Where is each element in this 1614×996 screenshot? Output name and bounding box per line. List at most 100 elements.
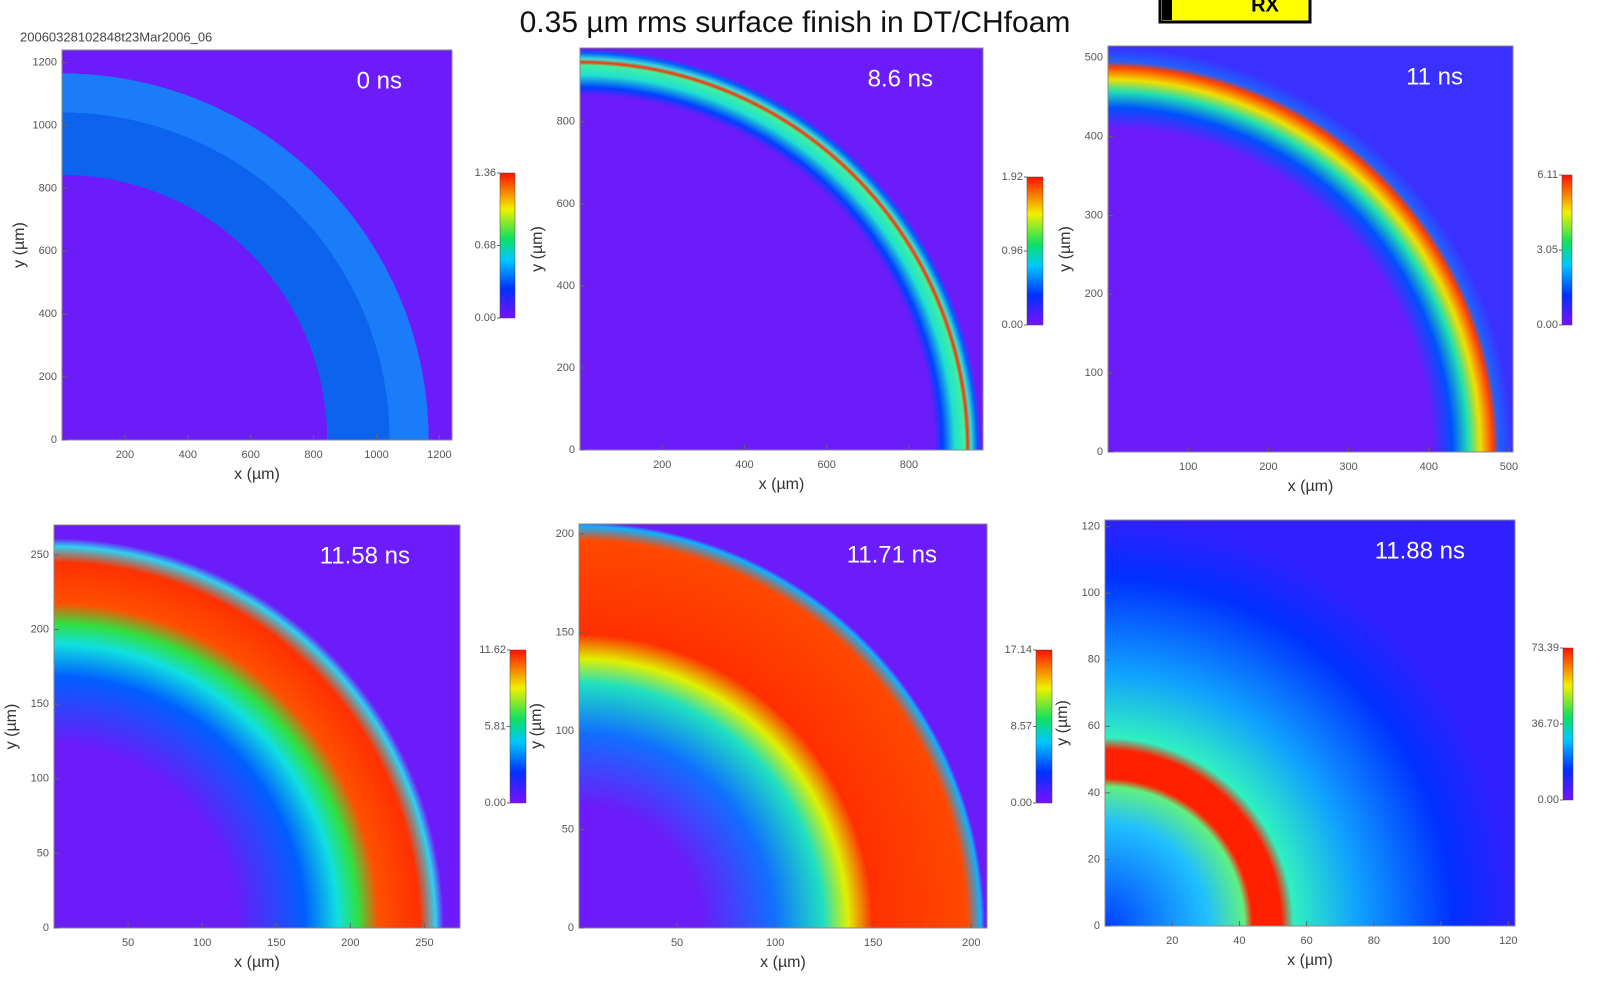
x-tick-label: 250 (415, 937, 433, 949)
x-tick-label: 800 (304, 449, 322, 461)
plot-frame (1104, 519, 1516, 927)
x-tick-label: 60 (1301, 935, 1313, 947)
y-tick-label: 250 (31, 549, 49, 561)
y-tick-label: 100 (1082, 587, 1100, 599)
y-tick-label: 600 (557, 198, 575, 210)
x-axis-label: x (µm) (759, 476, 805, 493)
colorbar-tick-label: 0.00 (1537, 319, 1558, 331)
colorbar-tick-label: 73.39 (1531, 642, 1559, 654)
time-label: 11.88 ns (1375, 537, 1465, 564)
time-label: 11.58 ns (320, 542, 410, 569)
x-axis-label: x (µm) (760, 954, 806, 971)
x-tick-label: 100 (193, 937, 211, 949)
x-tick-label: 150 (864, 937, 882, 949)
time-label: 11 ns (1406, 63, 1463, 90)
colorbar (1562, 647, 1574, 801)
x-tick-label: 100 (1179, 461, 1197, 473)
x-tick-label: 200 (116, 449, 134, 461)
colorbar (1561, 174, 1573, 326)
y-tick-label: 400 (1085, 131, 1103, 143)
colorbar-tick-label: 0.00 (1538, 794, 1559, 806)
x-tick-label: 800 (900, 459, 918, 471)
x-tick-label: 300 (1339, 461, 1357, 473)
y-axis-label: y (µm) (11, 222, 28, 268)
heatmap-field (1105, 520, 1515, 926)
colorbar-tick-label: 17.14 (1004, 644, 1032, 656)
y-axis-label: y (µm) (3, 704, 20, 750)
colorbar-tick-label: 5.81 (485, 720, 506, 732)
colorbar-tick-label: 0.00 (475, 312, 496, 324)
y-tick-label: 400 (557, 280, 575, 292)
plot-frame (579, 47, 984, 451)
time-label: 0 ns (357, 67, 402, 94)
file-label: 20060328102848t23Mar2006_06 (20, 29, 212, 44)
colorbar-tick-label: 8.57 (1011, 720, 1032, 732)
x-tick-label: 120 (1499, 935, 1517, 947)
x-axis-label: x (µm) (234, 466, 280, 483)
x-axis-label: x (µm) (234, 954, 280, 971)
colorbar-tick-label: 11.62 (479, 644, 506, 656)
y-tick-label: 600 (39, 245, 57, 257)
y-tick-label: 800 (39, 182, 57, 194)
y-tick-label: 200 (39, 371, 57, 383)
plot-frame (1107, 45, 1514, 453)
y-tick-label: 60 (1088, 720, 1100, 732)
y-tick-label: 0 (1097, 446, 1103, 458)
x-tick-label: 20 (1166, 935, 1178, 947)
y-axis-label: y (µm) (529, 226, 546, 272)
y-tick-label: 100 (556, 725, 574, 737)
y-tick-label: 1000 (33, 119, 57, 131)
colorbar-tick-label: 1.36 (475, 167, 496, 179)
heatmap-field (1108, 46, 1513, 452)
x-tick-label: 200 (962, 937, 980, 949)
x-tick-label: 100 (1432, 935, 1450, 947)
y-tick-label: 150 (556, 626, 574, 638)
colorbar-tick-label: 0.00 (1002, 319, 1023, 331)
x-tick-label: 600 (818, 459, 836, 471)
y-axis-label: y (µm) (528, 703, 545, 749)
colorbar-tick-label: 0.00 (485, 797, 506, 809)
colorbar-tick-label: 0.00 (1011, 797, 1032, 809)
x-tick-label: 50 (122, 937, 134, 949)
colorbar (1035, 649, 1053, 804)
y-tick-label: 200 (1085, 288, 1103, 300)
time-label: 11.71 ns (847, 541, 937, 568)
y-tick-label: 0 (51, 434, 57, 446)
y-tick-label: 300 (1085, 209, 1103, 221)
y-tick-label: 150 (31, 698, 49, 710)
x-tick-label: 150 (267, 937, 285, 949)
y-tick-label: 0 (1094, 920, 1100, 932)
x-tick-label: 200 (653, 459, 671, 471)
y-tick-label: 120 (1082, 521, 1100, 533)
y-tick-label: 800 (557, 116, 575, 128)
y-tick-label: 20 (1088, 853, 1100, 865)
y-tick-label: 50 (562, 823, 574, 835)
x-tick-label: 400 (1420, 461, 1438, 473)
x-tick-label: 400 (179, 449, 197, 461)
x-axis-label: x (µm) (1287, 952, 1333, 969)
plot-frame (53, 524, 461, 929)
colorbar (509, 649, 527, 804)
x-axis-label: x (µm) (1288, 478, 1334, 495)
y-tick-label: 200 (556, 528, 574, 540)
colorbar-tick-label: 0.68 (475, 239, 496, 251)
y-tick-label: 400 (39, 308, 57, 320)
x-tick-label: 200 (1259, 461, 1277, 473)
y-tick-label: 80 (1088, 654, 1100, 666)
logo-text: RX (1251, 0, 1279, 16)
y-tick-label: 50 (37, 847, 49, 859)
heatmap-field (54, 525, 460, 928)
colorbar (1026, 176, 1044, 326)
x-tick-label: 500 (1500, 461, 1518, 473)
figure-title: 0.35 µm rms surface finish in DT/CHfoam (520, 6, 1071, 39)
y-tick-label: 40 (1088, 787, 1100, 799)
x-tick-label: 1000 (364, 449, 388, 461)
x-tick-label: 50 (671, 937, 683, 949)
x-tick-label: 80 (1368, 935, 1380, 947)
logo-mark (1162, 0, 1172, 20)
logo-box (1158, 0, 1312, 24)
y-tick-label: 500 (1085, 52, 1103, 64)
y-tick-label: 0 (568, 922, 574, 934)
y-tick-label: 0 (569, 444, 575, 456)
